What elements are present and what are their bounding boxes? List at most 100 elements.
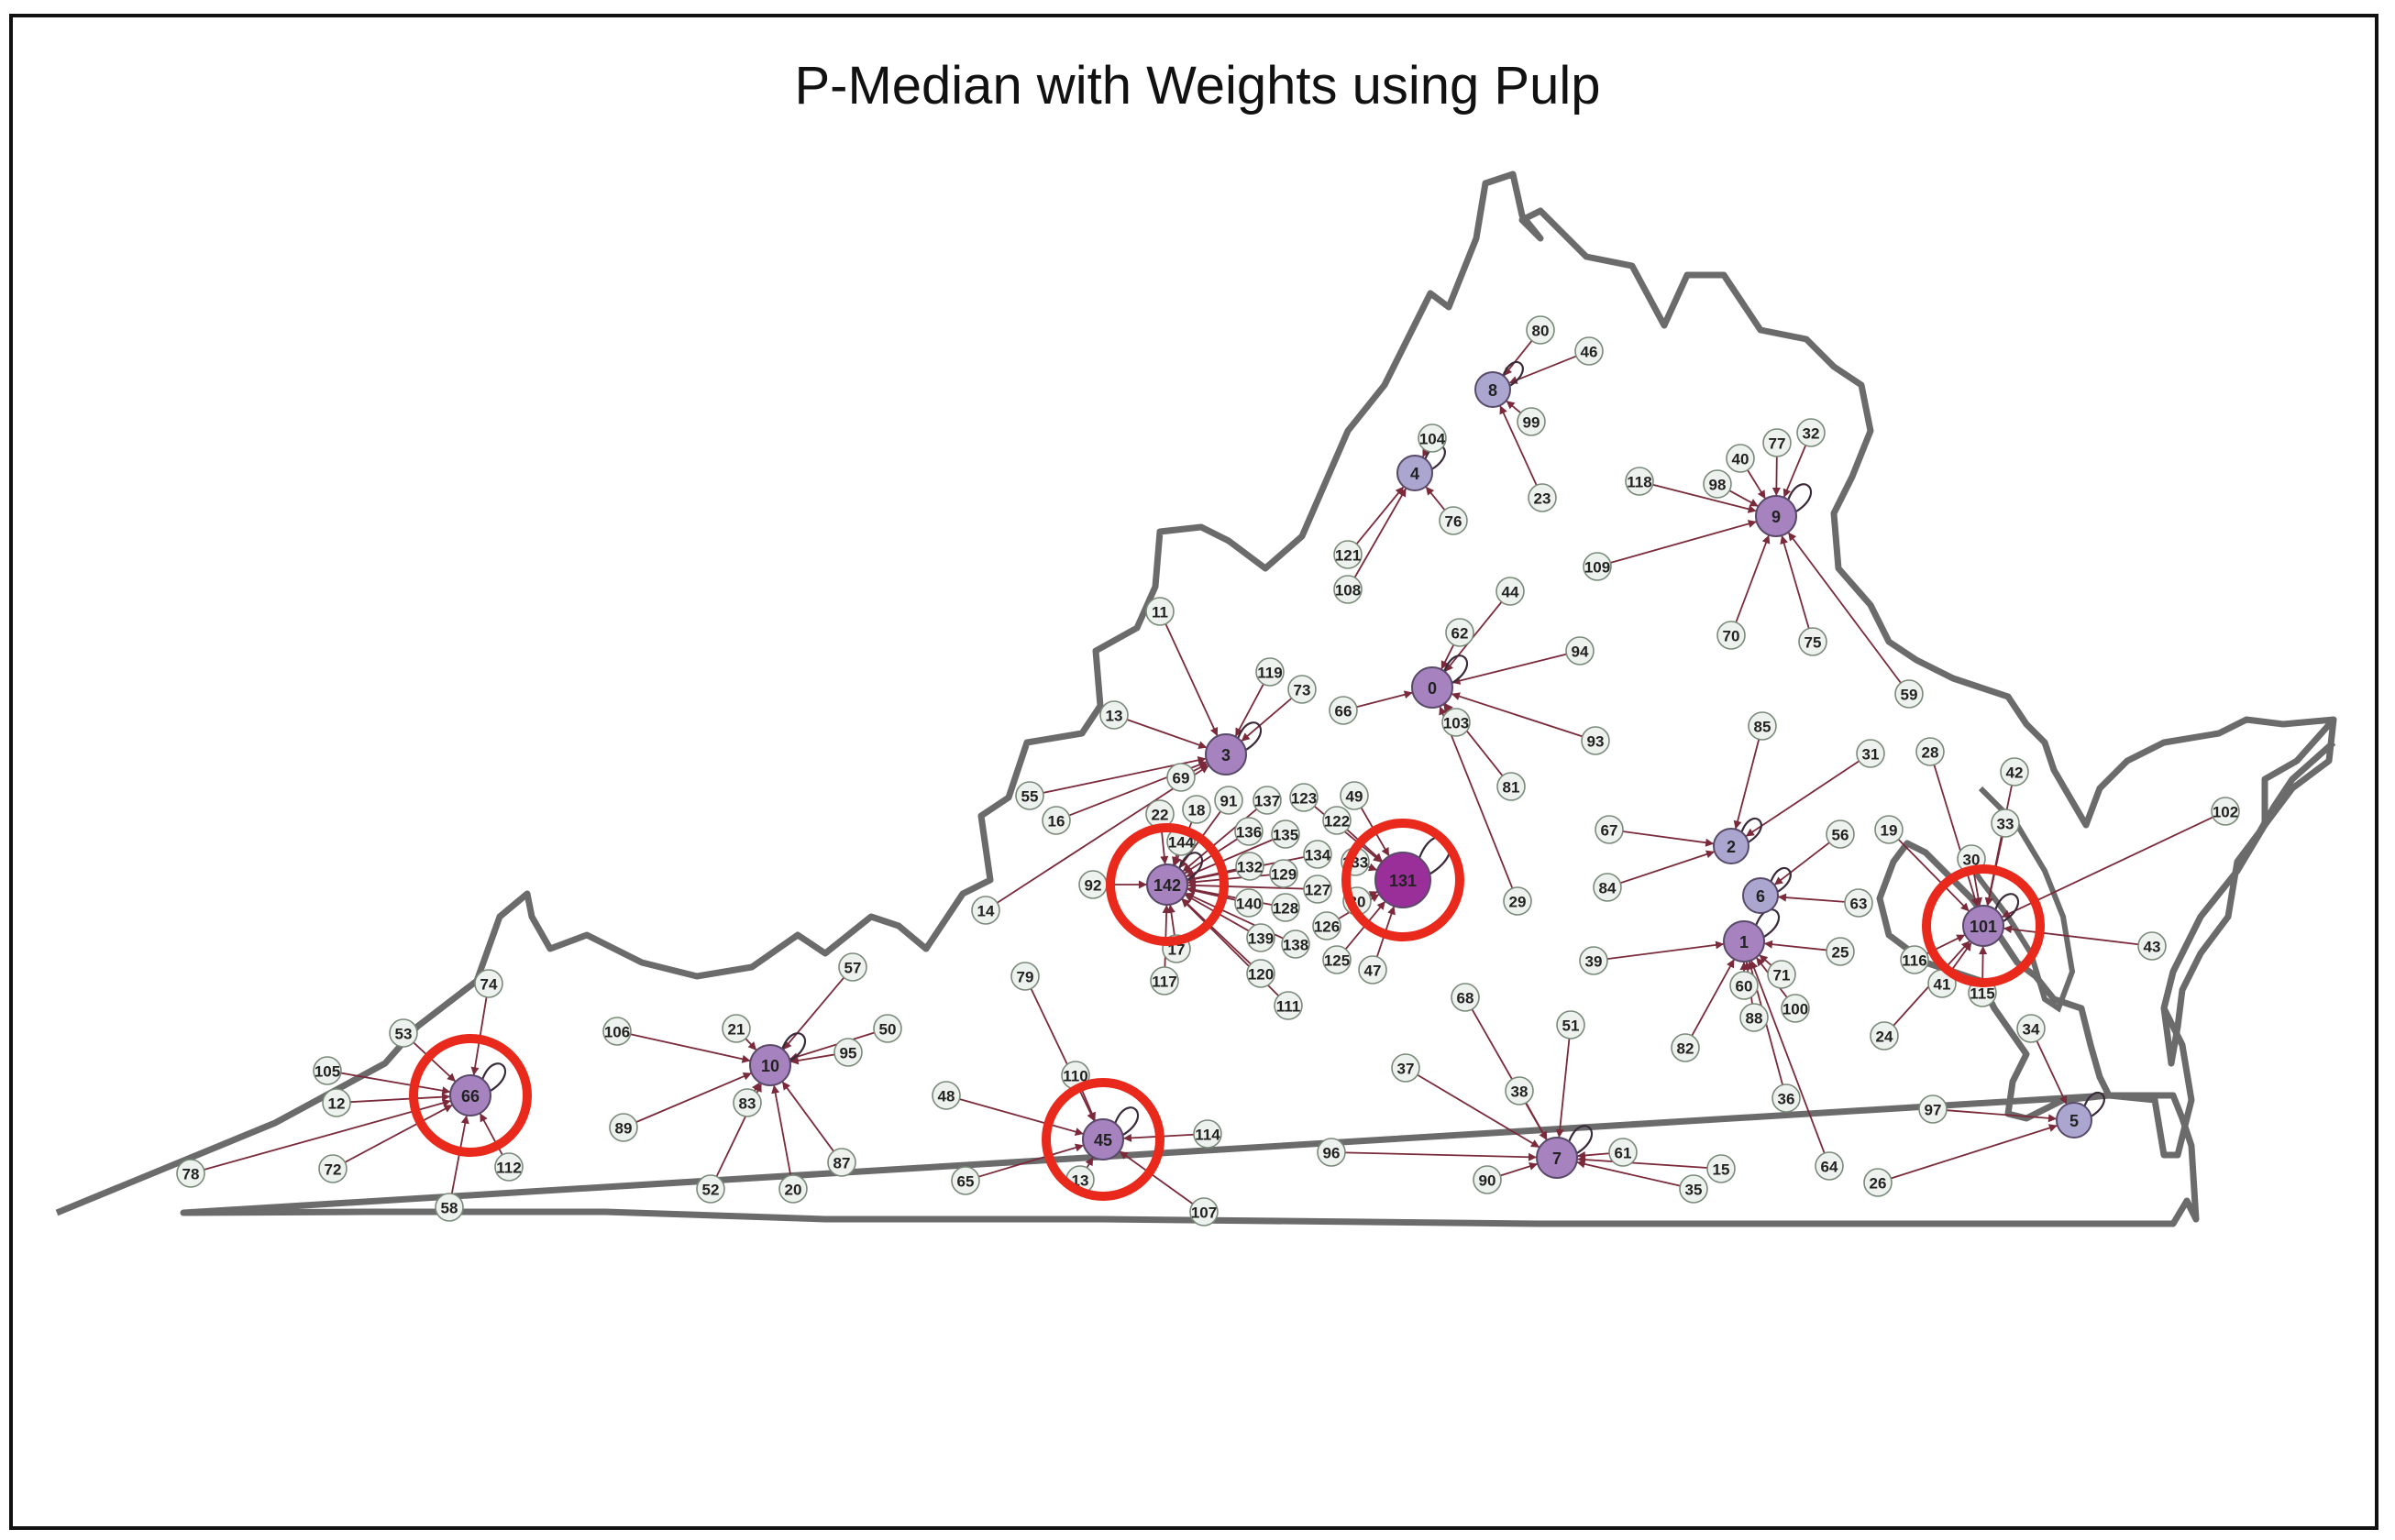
edge-32-to-9 [1782,445,1807,499]
edge-arrowhead [1199,764,1209,774]
node-38: 38 [1505,1076,1534,1106]
node-88: 88 [1739,1003,1769,1032]
node-106: 106 [602,1017,632,1046]
edge-arrowhead [480,1113,488,1123]
node-122: 122 [1322,806,1352,835]
highlight-ring-66 [409,1034,532,1157]
edge-arrowhead [1960,902,1970,912]
node-label: 95 [840,1045,857,1062]
node-label: 118 [1627,474,1651,491]
self-loop-3 [1237,721,1263,752]
node-label: 83 [739,1095,756,1113]
node-label: 43 [2144,939,2161,956]
edge-arrowhead [771,1084,780,1094]
edge-12-to-66 [349,1095,451,1104]
edge-arrowhead [1782,488,1792,498]
node-59: 59 [1894,679,1924,709]
node-125: 125 [1322,945,1352,974]
node-label: 105 [315,1063,340,1081]
node-label: 87 [833,1155,851,1172]
node-58: 58 [435,1193,464,1222]
node-19: 19 [1874,815,1904,844]
edge-51-to-7 [1558,1038,1571,1138]
edge-48-to-45 [959,1098,1085,1135]
node-label: 33 [1997,816,2014,833]
node-label: 122 [1324,813,1350,830]
node-127: 127 [1303,874,1332,904]
node-label: 15 [1713,1161,1730,1179]
edge-arrowhead [2047,1124,2058,1132]
center-node-6: 6 [1742,877,1779,914]
edge-arrowhead [1075,1143,1084,1152]
node-21: 21 [722,1014,751,1043]
edge-arrowhead [1451,692,1461,700]
highlight-ring-101 [1922,864,2045,987]
edge-arrowhead [742,1072,752,1081]
edge-arrowhead [1749,499,1759,507]
edge-arrowhead [789,1056,800,1065]
node-label: 29 [1509,894,1527,911]
node-112: 112 [494,1152,524,1182]
edge-64-to-1 [1749,960,1826,1154]
edge-arrowhead [1235,727,1243,737]
edge-arrowhead [1370,894,1380,902]
edge-arrowhead [1172,856,1180,866]
node-74: 74 [474,969,503,998]
node-12: 12 [322,1088,351,1117]
node-104: 104 [1418,424,1447,453]
self-loop-7 [1568,1125,1594,1155]
center-node-9: 9 [1755,495,1797,537]
node-label: 71 [1773,967,1791,984]
edge-79-to-45 [1030,988,1096,1122]
eastern-shore-outline [2160,717,2336,1067]
center-node-7: 7 [1536,1137,1578,1179]
node-102: 102 [2211,797,2240,826]
node-132: 132 [1235,852,1264,881]
node-label: 47 [1364,962,1382,980]
node-label: 91 [1220,793,1238,810]
node-label: 98 [1709,477,1727,494]
edge-arrowhead [1387,906,1396,916]
node-56: 56 [1826,820,1855,849]
node-63: 63 [1844,888,1873,918]
node-84: 84 [1593,873,1622,902]
node-label: 96 [1323,1145,1341,1162]
edge-arrowhead [1198,741,1208,749]
edge-arrowhead [782,1081,790,1091]
self-loop-8 [1502,360,1524,388]
node-label: 82 [1677,1040,1694,1058]
edge-59-to-9 [1787,532,1902,684]
node-label: 128 [1273,900,1298,918]
node-70: 70 [1716,621,1746,650]
edge-arrowhead [1771,487,1781,497]
node-label: 108 [1335,582,1361,600]
node-label: 111 [1276,998,1301,1016]
edge-29-to-0 [1439,706,1514,889]
node-114: 114 [1193,1119,1222,1149]
node-137: 137 [1253,786,1282,815]
edge-arrowhead [1422,447,1430,458]
node-136: 136 [1234,817,1264,846]
center-label: 66 [461,1087,480,1106]
node-93: 93 [1581,726,1610,755]
node-100: 100 [1781,994,1810,1023]
edge-arrowhead [1209,726,1219,737]
center-label: 9 [1771,508,1781,526]
node-53: 53 [389,1018,418,1048]
center-node-1: 1 [1723,920,1765,962]
node-label: 97 [1925,1102,1942,1119]
node-label: 119 [1257,665,1282,682]
self-loop-66 [481,1062,507,1093]
edge-63-to-6 [1777,896,1846,903]
edge-20-to-10 [773,1084,792,1176]
node-label: 34 [2023,1021,2040,1039]
edge-13-to-3 [1126,719,1208,749]
edge-arrowhead [1181,898,1191,908]
center-node-2: 2 [1713,828,1749,864]
node-40: 40 [1726,444,1755,473]
node-39: 39 [1579,946,1608,975]
node-126: 126 [1312,911,1341,940]
edge-135-to-142 [1185,839,1274,878]
edge-arrowhead [1747,504,1757,513]
center-label: 142 [1153,876,1181,895]
